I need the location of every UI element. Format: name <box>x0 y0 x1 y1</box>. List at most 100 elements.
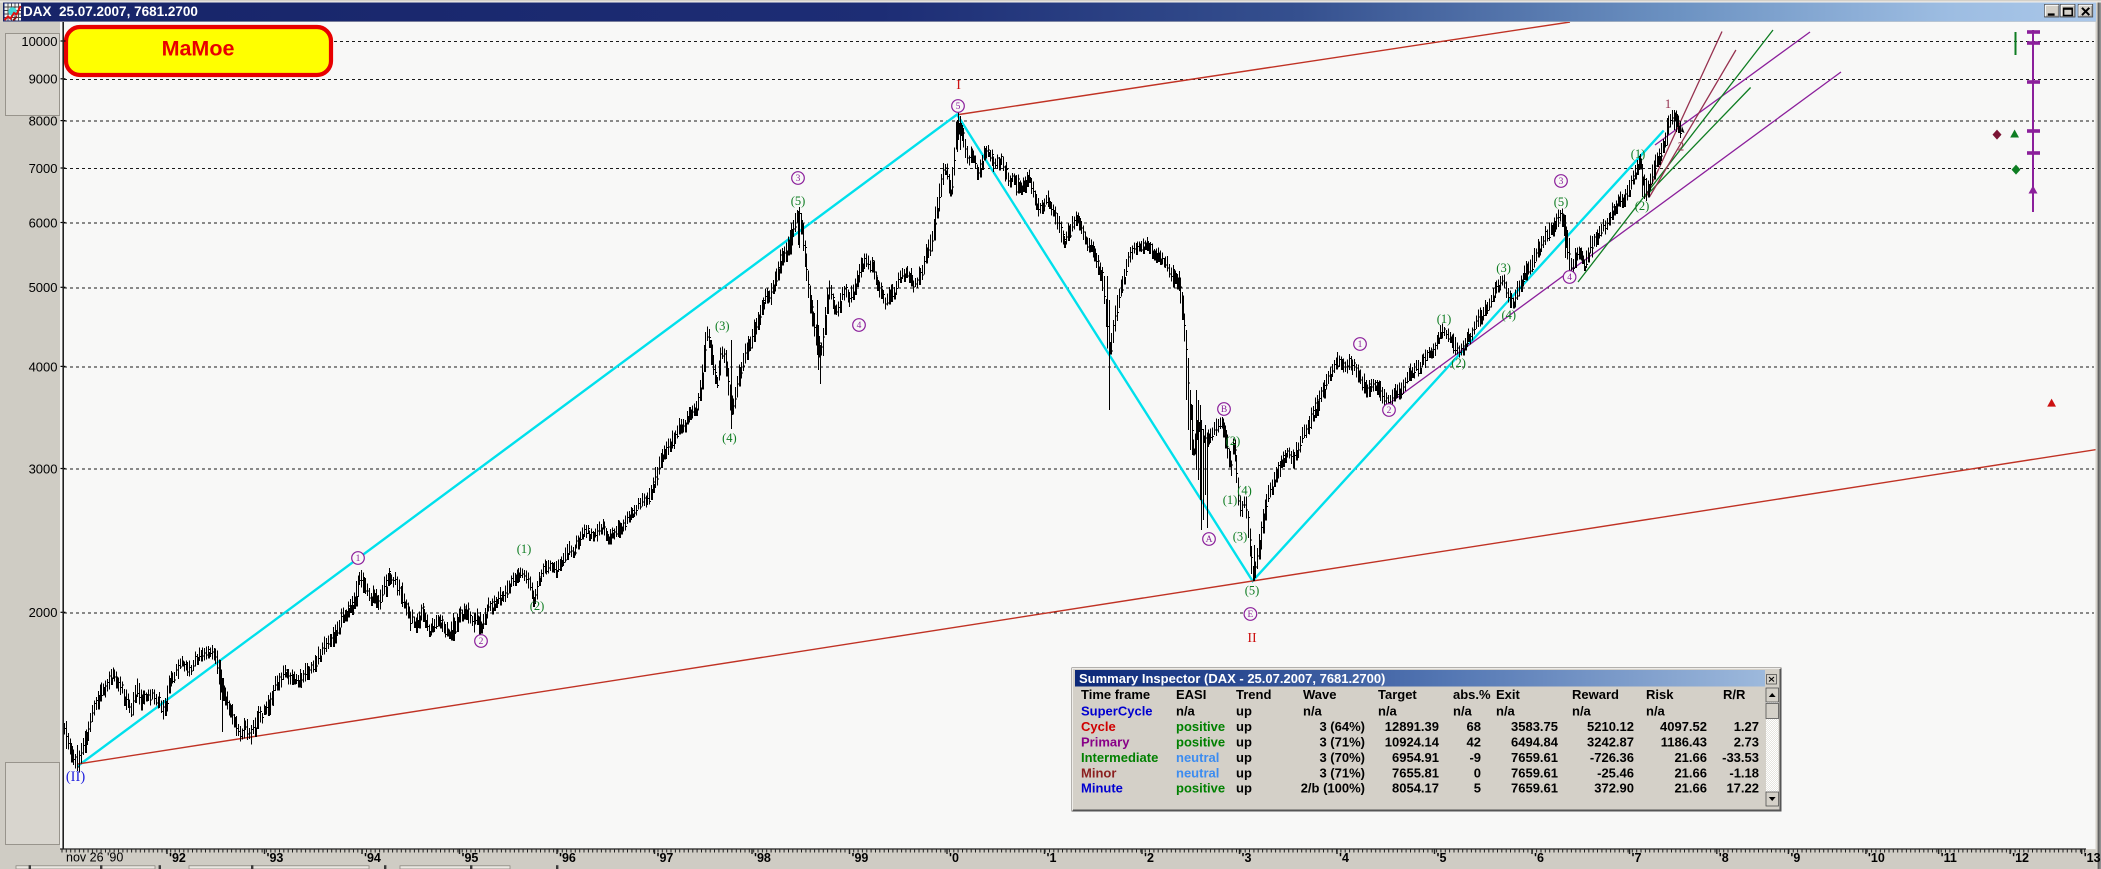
svg-text:positive: positive <box>1176 781 1225 796</box>
svg-text:n/a: n/a <box>1453 704 1473 719</box>
svg-text:21.66: 21.66 <box>1674 766 1707 781</box>
svg-text:3583.75: 3583.75 <box>1511 719 1558 734</box>
svg-text:1.27: 1.27 <box>1734 719 1759 734</box>
svg-text:'13: '13 <box>2084 851 2101 865</box>
svg-text:0: 0 <box>1474 766 1481 781</box>
svg-text:(II): (II) <box>66 769 85 785</box>
svg-text:10924.14: 10924.14 <box>1385 735 1440 750</box>
svg-text:(1): (1) <box>517 542 532 556</box>
svg-text:SuperCycle: SuperCycle <box>1081 704 1153 719</box>
svg-text:(3): (3) <box>715 319 730 333</box>
svg-text:Primary: Primary <box>1081 735 1130 750</box>
svg-text:2000: 2000 <box>29 605 58 620</box>
svg-text:'1: '1 <box>1047 851 1057 865</box>
svg-text:21.66: 21.66 <box>1674 781 1707 796</box>
svg-text:up: up <box>1236 719 1252 734</box>
svg-text:'92: '92 <box>169 851 186 865</box>
svg-text:372.90: 372.90 <box>1594 781 1634 796</box>
svg-text:5000: 5000 <box>29 280 58 295</box>
svg-text:(1): (1) <box>1437 312 1452 326</box>
svg-text:'2: '2 <box>1144 851 1154 865</box>
svg-text:3242.87: 3242.87 <box>1587 735 1634 750</box>
svg-text:17.22: 17.22 <box>1726 781 1759 796</box>
svg-text:8000: 8000 <box>29 114 58 129</box>
svg-text:6000: 6000 <box>29 215 58 230</box>
svg-text:(4): (4) <box>1502 308 1517 322</box>
svg-text:(2): (2) <box>1451 356 1466 370</box>
svg-text:E: E <box>1247 610 1253 620</box>
svg-text:'12: '12 <box>2012 851 2029 865</box>
svg-text:3 (64%): 3 (64%) <box>1319 719 1365 734</box>
svg-text:'8: '8 <box>1719 851 1729 865</box>
svg-text:n/a: n/a <box>1378 704 1398 719</box>
svg-text:5210.12: 5210.12 <box>1587 719 1634 734</box>
svg-text:2/b (100%): 2/b (100%) <box>1301 781 1365 796</box>
svg-text:B: B <box>1221 405 1227 415</box>
svg-text:Exit: Exit <box>1496 687 1521 702</box>
svg-text:up: up <box>1236 704 1252 719</box>
svg-text:DAX 25.07.2007, 7681.2700: DAX 25.07.2007, 7681.2700 <box>23 4 198 19</box>
svg-text:-726.36: -726.36 <box>1590 750 1634 765</box>
svg-text:'93: '93 <box>267 851 284 865</box>
svg-text:positive: positive <box>1176 735 1225 750</box>
svg-text:-1.18: -1.18 <box>1729 766 1759 781</box>
svg-text:(4): (4) <box>722 431 737 445</box>
svg-text:9000: 9000 <box>29 72 58 87</box>
svg-text:up: up <box>1236 781 1252 796</box>
svg-text:(3): (3) <box>1233 530 1248 544</box>
svg-text:21.66: 21.66 <box>1674 750 1707 765</box>
svg-text:(5): (5) <box>1245 584 1260 598</box>
svg-text:'96: '96 <box>559 851 576 865</box>
svg-text:1: 1 <box>1665 96 1672 111</box>
svg-text:Summary Inspector (DAX - 25.07: Summary Inspector (DAX - 25.07.2007, 768… <box>1079 671 1385 686</box>
svg-text:-25.46: -25.46 <box>1597 766 1634 781</box>
svg-text:(5): (5) <box>791 194 806 208</box>
svg-text:n/a: n/a <box>1496 704 1516 719</box>
svg-text:4097.52: 4097.52 <box>1660 719 1707 734</box>
svg-text:-9: -9 <box>1469 750 1481 765</box>
svg-text:I: I <box>956 78 961 93</box>
svg-text:'11: '11 <box>1941 851 1957 865</box>
svg-text:up: up <box>1236 750 1252 765</box>
svg-text:2.73: 2.73 <box>1734 735 1759 750</box>
svg-text:(2): (2) <box>1635 199 1650 213</box>
svg-text:5: 5 <box>1474 781 1481 796</box>
svg-text:42: 42 <box>1467 735 1481 750</box>
svg-text:(2): (2) <box>530 599 545 613</box>
svg-text:Risk: Risk <box>1646 687 1674 702</box>
svg-text:1186.43: 1186.43 <box>1661 735 1707 750</box>
svg-text:neutral: neutral <box>1176 766 1219 781</box>
svg-text:Target: Target <box>1378 687 1417 702</box>
svg-text:Minor: Minor <box>1081 766 1116 781</box>
svg-text:4000: 4000 <box>29 359 58 374</box>
svg-text:MaMoe: MaMoe <box>162 37 235 61</box>
svg-text:-33.53: -33.53 <box>1722 750 1759 765</box>
svg-text:Intermediate: Intermediate <box>1081 750 1158 765</box>
svg-text:up: up <box>1236 735 1252 750</box>
svg-text:2: 2 <box>479 637 484 647</box>
svg-text:3000: 3000 <box>29 461 58 476</box>
svg-text:1: 1 <box>1358 340 1363 350</box>
svg-text:7659.61: 7659.61 <box>1511 781 1558 796</box>
svg-text:up: up <box>1236 766 1252 781</box>
svg-text:A: A <box>1206 535 1213 545</box>
svg-text:n/a: n/a <box>1176 704 1196 719</box>
svg-text:1: 1 <box>356 554 361 564</box>
svg-text:Cycle: Cycle <box>1081 719 1116 734</box>
svg-text:2: 2 <box>1387 406 1392 416</box>
svg-text:(1): (1) <box>1223 493 1238 507</box>
svg-text:2: 2 <box>1678 138 1685 153</box>
svg-text:3: 3 <box>796 174 801 184</box>
svg-text:'3: '3 <box>1242 851 1252 865</box>
svg-text:Time frame: Time frame <box>1081 687 1150 702</box>
svg-text:6494.84: 6494.84 <box>1511 735 1559 750</box>
svg-text:Wave: Wave <box>1303 687 1336 702</box>
svg-text:'9: '9 <box>1790 851 1800 865</box>
svg-text:3 (71%): 3 (71%) <box>1319 735 1365 750</box>
svg-text:positive: positive <box>1176 719 1225 734</box>
svg-text:7659.61: 7659.61 <box>1511 750 1558 765</box>
svg-text:5: 5 <box>956 102 961 112</box>
svg-text:neutral: neutral <box>1176 750 1219 765</box>
svg-text:n/a: n/a <box>1572 704 1592 719</box>
svg-text:n/a: n/a <box>1303 704 1323 719</box>
